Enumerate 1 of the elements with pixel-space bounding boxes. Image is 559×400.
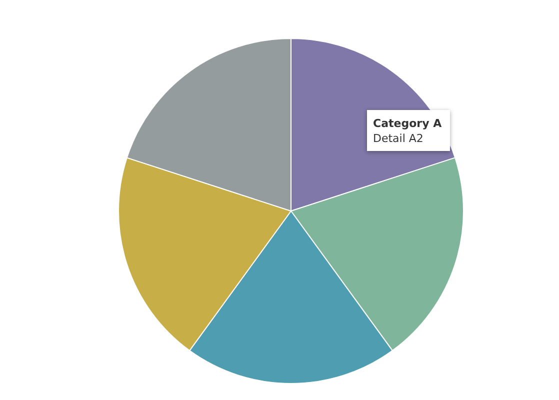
tooltip-box: Category A Detail A2 [367, 110, 450, 151]
